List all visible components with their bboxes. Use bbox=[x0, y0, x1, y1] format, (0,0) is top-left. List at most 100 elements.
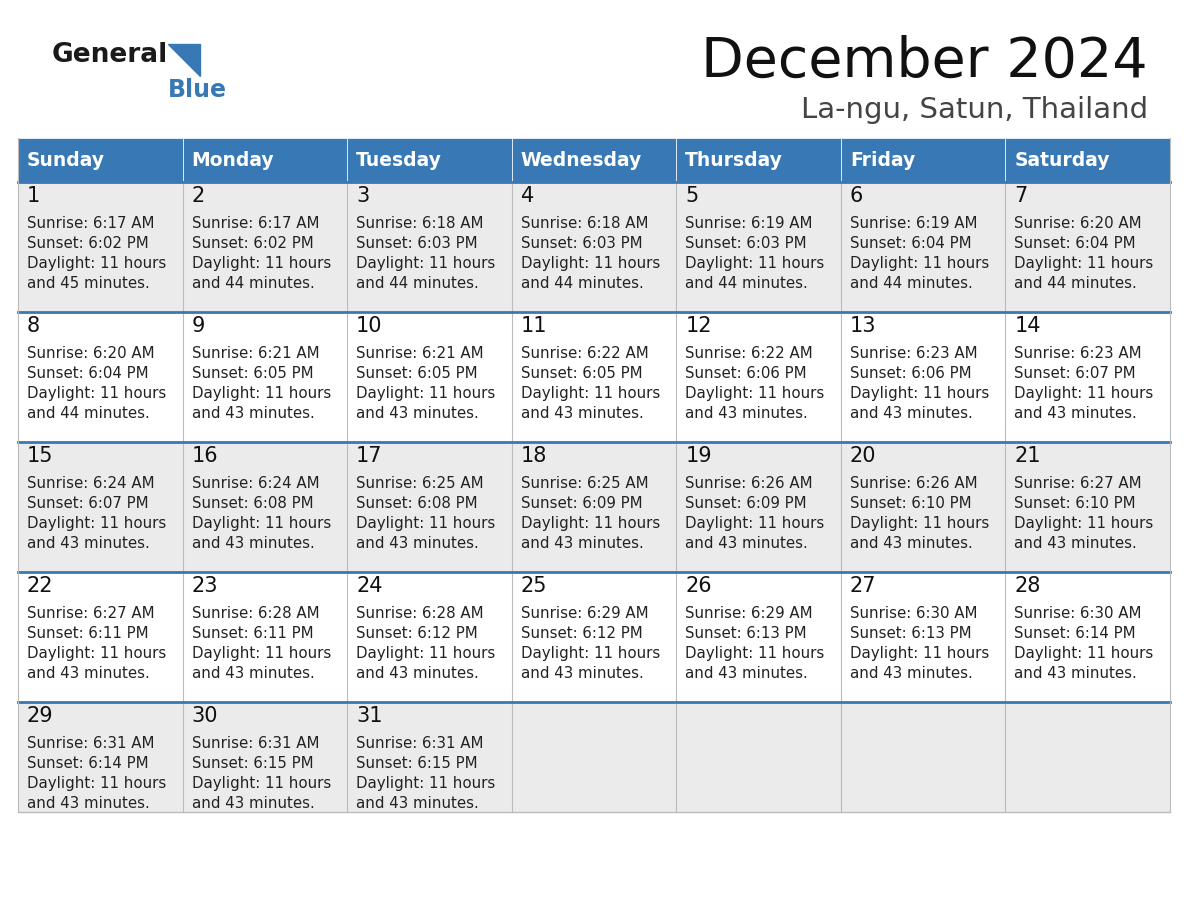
Text: 26: 26 bbox=[685, 576, 712, 596]
Text: 27: 27 bbox=[849, 576, 877, 596]
Text: Sunset: 6:09 PM: Sunset: 6:09 PM bbox=[520, 496, 643, 511]
Text: Sunrise: 6:29 AM: Sunrise: 6:29 AM bbox=[520, 606, 649, 621]
Text: 30: 30 bbox=[191, 706, 219, 726]
Text: and 44 minutes.: and 44 minutes. bbox=[27, 406, 150, 421]
Text: 29: 29 bbox=[27, 706, 53, 726]
Text: Sunday: Sunday bbox=[27, 151, 105, 170]
Text: Sunrise: 6:19 AM: Sunrise: 6:19 AM bbox=[685, 216, 813, 231]
Bar bbox=[183, 138, 347, 182]
Text: Sunrise: 6:18 AM: Sunrise: 6:18 AM bbox=[356, 216, 484, 231]
Text: Daylight: 11 hours: Daylight: 11 hours bbox=[685, 516, 824, 531]
Text: and 43 minutes.: and 43 minutes. bbox=[356, 536, 479, 551]
Text: Sunrise: 6:21 AM: Sunrise: 6:21 AM bbox=[191, 346, 320, 361]
Text: Sunset: 6:05 PM: Sunset: 6:05 PM bbox=[520, 366, 643, 381]
Text: Daylight: 11 hours: Daylight: 11 hours bbox=[1015, 256, 1154, 271]
Text: 21: 21 bbox=[1015, 446, 1041, 466]
Text: Sunrise: 6:24 AM: Sunrise: 6:24 AM bbox=[27, 476, 154, 491]
Text: General: General bbox=[52, 42, 169, 68]
Text: Sunset: 6:15 PM: Sunset: 6:15 PM bbox=[191, 756, 314, 771]
Text: 1: 1 bbox=[27, 186, 40, 206]
Text: Daylight: 11 hours: Daylight: 11 hours bbox=[520, 516, 661, 531]
Text: Sunrise: 6:23 AM: Sunrise: 6:23 AM bbox=[849, 346, 978, 361]
Bar bbox=[18, 702, 1170, 812]
Text: and 43 minutes.: and 43 minutes. bbox=[191, 406, 315, 421]
Text: 31: 31 bbox=[356, 706, 383, 726]
Text: Sunrise: 6:30 AM: Sunrise: 6:30 AM bbox=[849, 606, 978, 621]
Text: Daylight: 11 hours: Daylight: 11 hours bbox=[191, 646, 330, 661]
Text: 5: 5 bbox=[685, 186, 699, 206]
Text: Daylight: 11 hours: Daylight: 11 hours bbox=[520, 386, 661, 401]
Text: 23: 23 bbox=[191, 576, 219, 596]
Text: Friday: Friday bbox=[849, 151, 915, 170]
Bar bbox=[841, 138, 1005, 182]
Text: Sunrise: 6:28 AM: Sunrise: 6:28 AM bbox=[191, 606, 320, 621]
Bar bbox=[18, 572, 1170, 702]
Text: Daylight: 11 hours: Daylight: 11 hours bbox=[356, 646, 495, 661]
Text: 15: 15 bbox=[27, 446, 53, 466]
Text: Sunrise: 6:29 AM: Sunrise: 6:29 AM bbox=[685, 606, 813, 621]
Text: Sunrise: 6:31 AM: Sunrise: 6:31 AM bbox=[191, 736, 320, 751]
Text: Sunrise: 6:31 AM: Sunrise: 6:31 AM bbox=[27, 736, 154, 751]
Text: Daylight: 11 hours: Daylight: 11 hours bbox=[27, 776, 166, 791]
Text: and 43 minutes.: and 43 minutes. bbox=[356, 666, 479, 681]
Bar bbox=[676, 138, 841, 182]
Text: 24: 24 bbox=[356, 576, 383, 596]
Text: Sunrise: 6:18 AM: Sunrise: 6:18 AM bbox=[520, 216, 649, 231]
Text: Sunrise: 6:22 AM: Sunrise: 6:22 AM bbox=[520, 346, 649, 361]
Text: and 43 minutes.: and 43 minutes. bbox=[685, 666, 808, 681]
Text: Daylight: 11 hours: Daylight: 11 hours bbox=[1015, 646, 1154, 661]
Text: Sunset: 6:03 PM: Sunset: 6:03 PM bbox=[685, 236, 807, 251]
Text: and 43 minutes.: and 43 minutes. bbox=[27, 666, 150, 681]
Text: 11: 11 bbox=[520, 316, 548, 336]
Text: Sunset: 6:10 PM: Sunset: 6:10 PM bbox=[1015, 496, 1136, 511]
Text: Sunset: 6:14 PM: Sunset: 6:14 PM bbox=[1015, 626, 1136, 641]
Text: Thursday: Thursday bbox=[685, 151, 783, 170]
Text: Daylight: 11 hours: Daylight: 11 hours bbox=[849, 256, 990, 271]
Text: and 44 minutes.: and 44 minutes. bbox=[356, 276, 479, 291]
Text: 2: 2 bbox=[191, 186, 204, 206]
Text: Sunset: 6:02 PM: Sunset: 6:02 PM bbox=[27, 236, 148, 251]
Text: Sunrise: 6:17 AM: Sunrise: 6:17 AM bbox=[27, 216, 154, 231]
Text: Sunset: 6:04 PM: Sunset: 6:04 PM bbox=[849, 236, 972, 251]
Text: and 44 minutes.: and 44 minutes. bbox=[685, 276, 808, 291]
Text: Daylight: 11 hours: Daylight: 11 hours bbox=[685, 256, 824, 271]
Text: Sunrise: 6:23 AM: Sunrise: 6:23 AM bbox=[1015, 346, 1142, 361]
Bar bbox=[1005, 138, 1170, 182]
Text: Daylight: 11 hours: Daylight: 11 hours bbox=[191, 776, 330, 791]
Text: Sunrise: 6:31 AM: Sunrise: 6:31 AM bbox=[356, 736, 484, 751]
Text: Sunset: 6:08 PM: Sunset: 6:08 PM bbox=[356, 496, 478, 511]
Text: and 43 minutes.: and 43 minutes. bbox=[191, 666, 315, 681]
Text: Sunset: 6:06 PM: Sunset: 6:06 PM bbox=[685, 366, 807, 381]
Text: 4: 4 bbox=[520, 186, 533, 206]
Text: Sunrise: 6:25 AM: Sunrise: 6:25 AM bbox=[356, 476, 484, 491]
Text: Sunset: 6:12 PM: Sunset: 6:12 PM bbox=[520, 626, 643, 641]
Text: Daylight: 11 hours: Daylight: 11 hours bbox=[27, 646, 166, 661]
Text: 22: 22 bbox=[27, 576, 53, 596]
Text: Daylight: 11 hours: Daylight: 11 hours bbox=[27, 256, 166, 271]
Bar bbox=[18, 182, 1170, 312]
Text: Monday: Monday bbox=[191, 151, 274, 170]
Text: Sunset: 6:11 PM: Sunset: 6:11 PM bbox=[191, 626, 314, 641]
Text: Daylight: 11 hours: Daylight: 11 hours bbox=[685, 386, 824, 401]
Text: Sunrise: 6:26 AM: Sunrise: 6:26 AM bbox=[685, 476, 813, 491]
Bar bbox=[347, 138, 512, 182]
Text: Daylight: 11 hours: Daylight: 11 hours bbox=[520, 646, 661, 661]
Text: and 43 minutes.: and 43 minutes. bbox=[520, 536, 644, 551]
Text: Sunset: 6:07 PM: Sunset: 6:07 PM bbox=[27, 496, 148, 511]
Text: 7: 7 bbox=[1015, 186, 1028, 206]
Text: Sunset: 6:04 PM: Sunset: 6:04 PM bbox=[27, 366, 148, 381]
Text: Daylight: 11 hours: Daylight: 11 hours bbox=[356, 256, 495, 271]
Text: and 43 minutes.: and 43 minutes. bbox=[849, 406, 973, 421]
Text: and 43 minutes.: and 43 minutes. bbox=[849, 536, 973, 551]
Text: Daylight: 11 hours: Daylight: 11 hours bbox=[356, 386, 495, 401]
Text: 6: 6 bbox=[849, 186, 864, 206]
Text: Sunset: 6:09 PM: Sunset: 6:09 PM bbox=[685, 496, 807, 511]
Text: La-ngu, Satun, Thailand: La-ngu, Satun, Thailand bbox=[801, 96, 1148, 124]
Text: and 43 minutes.: and 43 minutes. bbox=[1015, 536, 1137, 551]
Text: and 44 minutes.: and 44 minutes. bbox=[520, 276, 644, 291]
Text: 17: 17 bbox=[356, 446, 383, 466]
Text: 20: 20 bbox=[849, 446, 877, 466]
Text: Sunset: 6:04 PM: Sunset: 6:04 PM bbox=[1015, 236, 1136, 251]
Text: Saturday: Saturday bbox=[1015, 151, 1110, 170]
Text: Sunset: 6:12 PM: Sunset: 6:12 PM bbox=[356, 626, 478, 641]
